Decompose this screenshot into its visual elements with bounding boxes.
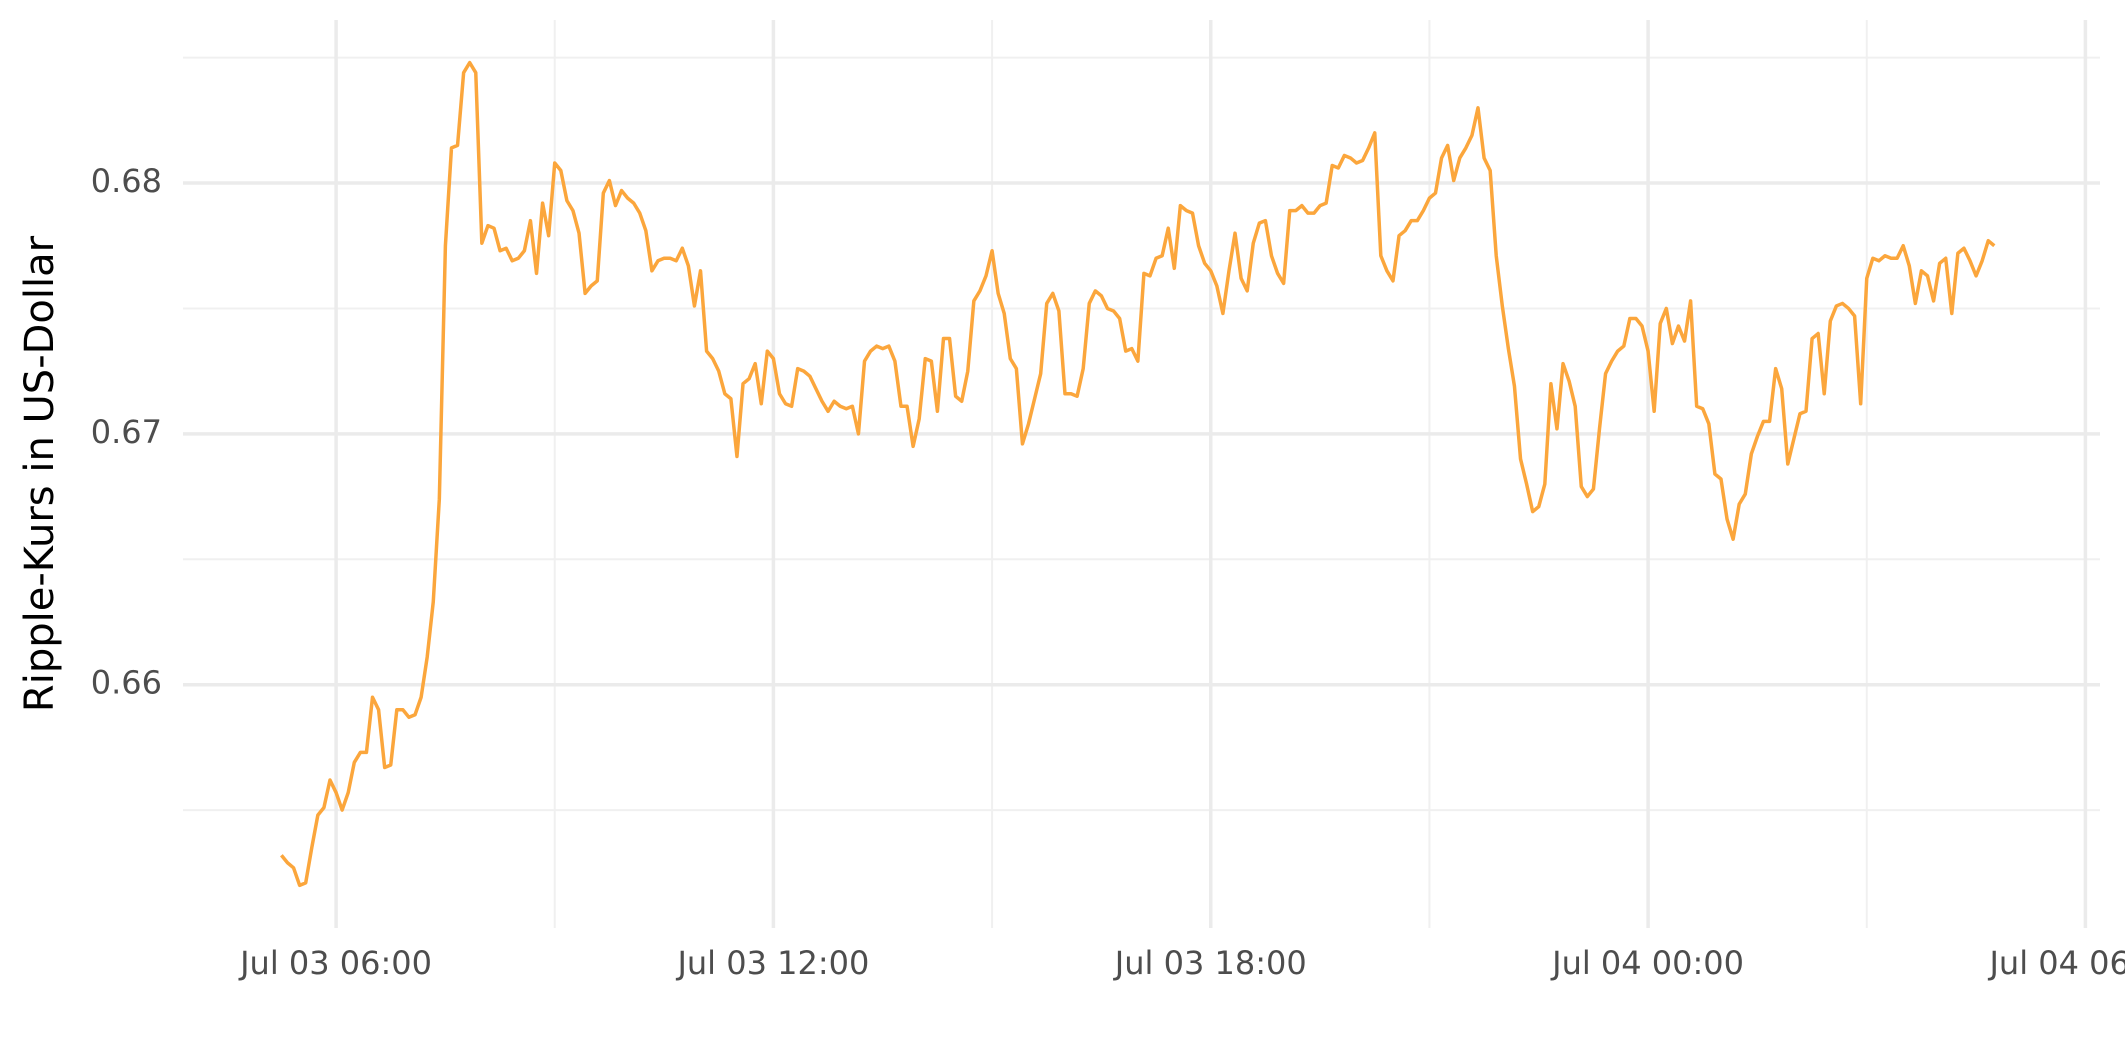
x-tick-label: Jul 04 00:00 xyxy=(1550,944,1744,982)
x-tick-label: Jul 03 12:00 xyxy=(675,944,869,982)
y-tick-label: 0.67 xyxy=(91,413,162,451)
y-tick-label: 0.68 xyxy=(91,162,162,200)
x-tick-label: Jul 03 06:00 xyxy=(238,944,432,982)
y-tick-label: 0.66 xyxy=(91,664,162,702)
x-tick-label: Jul 04 06:00 xyxy=(1987,944,2125,982)
x-tick-label: Jul 03 18:00 xyxy=(1113,944,1307,982)
y-axis-title: Ripple-Kurs in US-Dollar xyxy=(17,235,63,712)
price-line xyxy=(280,60,1996,888)
